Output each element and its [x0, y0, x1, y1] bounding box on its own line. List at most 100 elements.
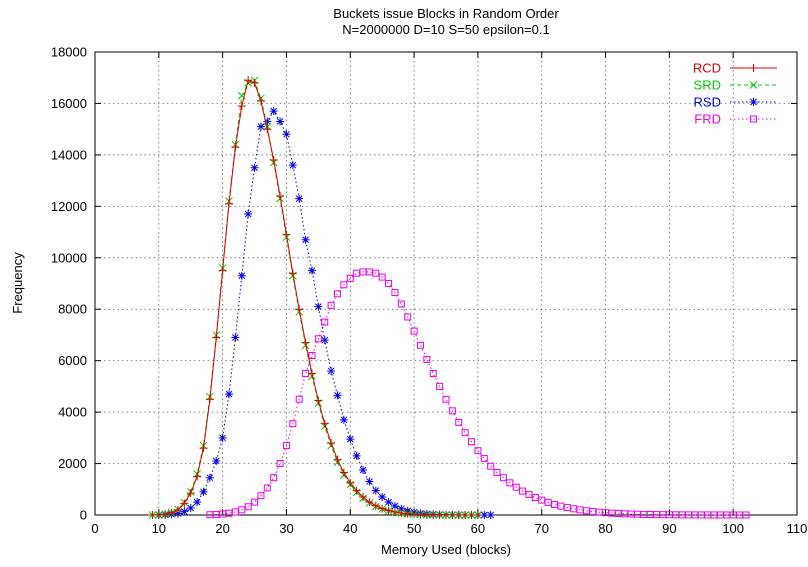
data-point-rcd	[327, 438, 336, 447]
data-point-rcd	[199, 444, 208, 453]
legend-entry-srd: SRD	[694, 78, 777, 93]
legend-entry-frd: FRD	[694, 112, 777, 127]
data-point-frd	[614, 510, 622, 518]
data-point-rcd	[333, 455, 342, 464]
data-point-rsd	[237, 271, 246, 280]
data-point-frd	[461, 429, 469, 437]
legend-label: RSD	[694, 95, 721, 110]
data-point-rcd	[346, 478, 355, 487]
x-tick-label: 90	[662, 521, 676, 536]
data-point-frd	[506, 479, 514, 487]
data-point-rcd	[173, 505, 182, 514]
data-point-rsd	[314, 302, 323, 311]
chart-subtitle: N=2000000 D=10 S=50 epsilon=0.1	[342, 22, 549, 37]
data-point-rsd	[390, 501, 399, 510]
data-point-rcd	[263, 125, 272, 134]
series-srd	[148, 76, 482, 519]
data-point-rcd	[186, 489, 195, 498]
legend: RCD SRD RSD FRD	[693, 61, 777, 127]
data-point-rsd	[186, 504, 195, 513]
data-point-frd	[372, 269, 380, 277]
x-tick-label: 100	[722, 521, 744, 536]
data-point-rsd	[359, 465, 368, 474]
data-point-rsd	[276, 117, 285, 126]
data-point-rcd	[161, 510, 170, 519]
data-point-rsd	[225, 390, 234, 399]
data-point-rcd	[314, 396, 323, 405]
series-line-srd	[152, 79, 478, 516]
data-point-rsd	[212, 456, 221, 465]
data-point-rcd	[371, 501, 380, 510]
data-point-rsd	[250, 163, 259, 172]
y-tick-label: 6000	[58, 353, 87, 368]
legend-label: FRD	[694, 112, 721, 127]
series-layer	[148, 76, 750, 519]
data-point-rsd	[263, 117, 272, 126]
data-point-rsd	[180, 507, 189, 516]
axis-ticks: 0 10 20 30 40 50 60 70 80 90 100 110 0 2000 4000 6000 80…	[51, 45, 808, 537]
series-rsd	[154, 107, 495, 519]
data-point-rsd	[307, 266, 316, 275]
data-point-rsd	[301, 235, 310, 244]
data-point-rcd	[193, 472, 202, 481]
data-point-frd	[410, 327, 418, 335]
data-point-frd	[742, 511, 750, 519]
data-point-rcd	[352, 486, 361, 495]
series-rcd	[148, 76, 482, 519]
data-point-frd	[327, 301, 335, 309]
data-point-rsd	[352, 451, 361, 460]
data-point-frd	[263, 484, 271, 492]
x-tick-label: 50	[407, 521, 421, 536]
y-tick-label: 2000	[58, 456, 87, 471]
x-tick-label: 110	[787, 521, 808, 536]
data-point-frd	[385, 280, 393, 287]
data-point-rsd	[256, 122, 265, 131]
data-point-rcd	[397, 509, 406, 518]
data-point-rcd	[473, 511, 482, 519]
data-point-rcd	[250, 78, 259, 87]
data-point-rcd	[359, 492, 368, 501]
data-point-rcd	[225, 199, 234, 208]
x-tick-label: 0	[91, 521, 98, 536]
x-axis-label: Memory Used (blocks)	[381, 542, 511, 557]
data-point-frd	[531, 494, 539, 502]
series-line-frd	[209, 271, 746, 516]
data-point-rsd	[371, 486, 380, 495]
legend-marker	[750, 115, 757, 123]
y-tick-label: 0	[80, 508, 87, 523]
chart-title: Buckets issue Blocks in Random Order	[333, 6, 559, 21]
data-point-rsd	[295, 194, 304, 203]
data-point-frd	[295, 395, 303, 403]
data-point-frd	[270, 474, 278, 482]
series-line-rsd	[158, 110, 491, 516]
data-point-frd	[397, 300, 405, 308]
data-point-rsd	[365, 477, 374, 486]
data-point-frd	[436, 382, 444, 390]
data-point-frd	[416, 341, 424, 349]
plot-frame	[94, 51, 798, 516]
data-point-frd	[257, 492, 265, 500]
data-point-rsd	[327, 366, 336, 375]
data-point-rcd	[378, 504, 387, 513]
data-point-rsd	[269, 107, 278, 116]
legend-marker	[749, 81, 758, 89]
data-point-rsd	[199, 487, 208, 496]
data-point-rcd	[288, 269, 297, 278]
y-tick-label: 14000	[51, 147, 87, 162]
data-point-frd	[499, 474, 507, 482]
y-axis-label: Frequency	[10, 252, 25, 314]
data-point-frd	[391, 289, 399, 297]
data-point-frd	[276, 460, 284, 468]
y-tick-label: 8000	[58, 302, 87, 317]
data-point-frd	[474, 447, 482, 455]
data-point-rsd	[378, 492, 387, 501]
data-point-rcd	[320, 419, 329, 428]
data-point-frd	[308, 352, 316, 360]
data-point-rcd	[276, 192, 285, 201]
data-point-frd	[525, 490, 533, 498]
data-point-rsd	[193, 498, 202, 507]
data-point-rsd	[288, 161, 297, 170]
data-point-rsd	[486, 511, 495, 519]
y-tick-label: 18000	[51, 45, 87, 60]
